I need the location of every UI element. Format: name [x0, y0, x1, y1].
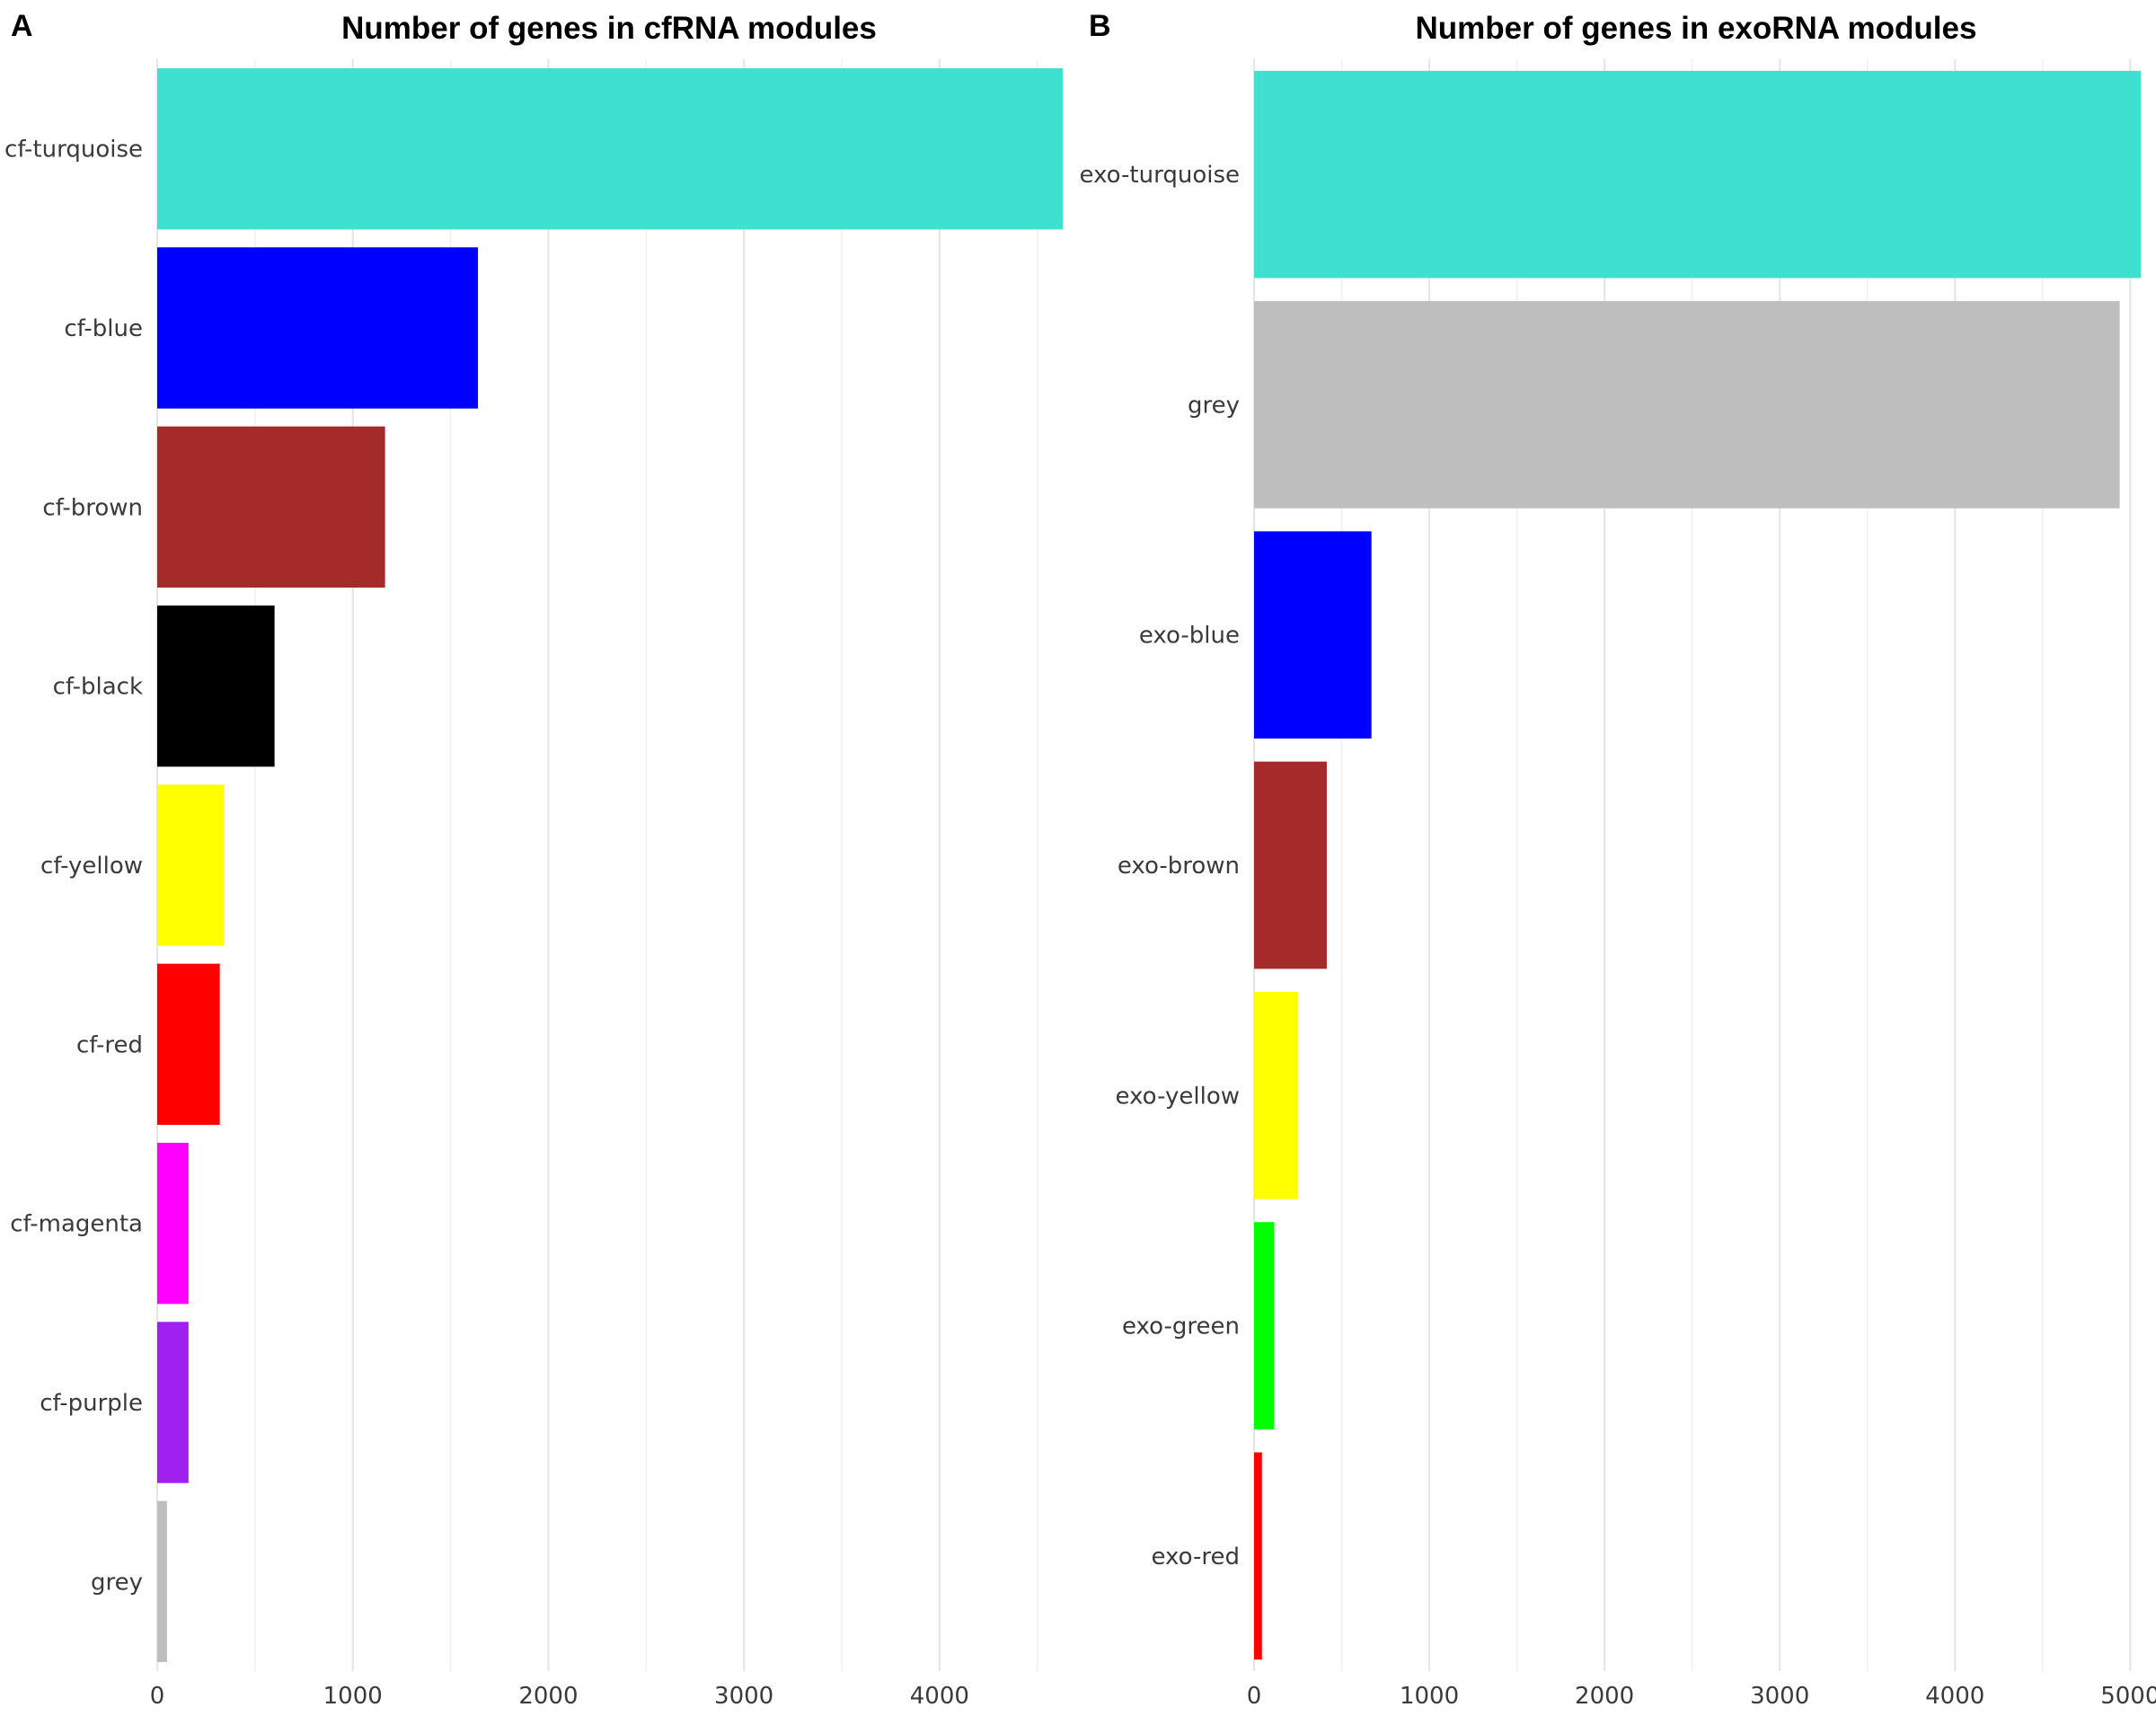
panel-label: B [1089, 9, 1111, 43]
x-tick-label: 2000 [518, 1683, 578, 1710]
category-label: exo-yellow [1116, 1083, 1240, 1110]
bar-exo-brown [1254, 761, 1327, 969]
bar-cf-black [157, 605, 275, 767]
x-tick-label: 3000 [714, 1683, 773, 1710]
bar-cf-red [157, 963, 220, 1126]
category-label: exo-red [1151, 1544, 1240, 1570]
bar-cf-magenta [157, 1142, 189, 1305]
chart-cfrna-modules: A Number of genes in cfRNA modules cf-tu… [4, 9, 1063, 1710]
bar-exo-green [1254, 1222, 1275, 1429]
category-label: cf-red [76, 1031, 143, 1058]
x-tick-label: 2000 [1575, 1683, 1634, 1710]
x-tick-label: 5000 [2100, 1683, 2156, 1710]
x-tick-label: 1000 [323, 1683, 383, 1710]
bar-cf-turquoise [157, 67, 1063, 230]
category-label: cf-yellow [40, 853, 143, 880]
x-tick-label: 0 [150, 1683, 165, 1710]
category-label: exo-turquoise [1080, 162, 1240, 189]
category-label: exo-green [1122, 1314, 1240, 1340]
bar-cf-yellow [157, 784, 225, 946]
x-tick-label: 1000 [1400, 1683, 1459, 1710]
bar-cf-blue [157, 247, 479, 409]
category-label: cf-brown [42, 494, 143, 521]
category-label: cf-turquoise [4, 137, 143, 164]
category-label: cf-blue [64, 315, 143, 342]
category-label: cf-magenta [10, 1211, 143, 1238]
panel-b: B Number of genes in exoRNA modules exo-… [1078, 0, 2156, 1725]
bar-cf-brown [157, 426, 385, 588]
category-label: grey [1188, 392, 1240, 419]
category-label: cf-black [53, 674, 143, 701]
bar-cf-purple [157, 1322, 189, 1483]
x-tick-label: 0 [1247, 1683, 1262, 1710]
bar-exo-red [1254, 1452, 1262, 1660]
panel-label: A [11, 9, 33, 43]
bar-grey [1254, 301, 2120, 509]
chart-exorna-modules: B Number of genes in exoRNA modules exo-… [1080, 9, 2156, 1710]
panel-a: A Number of genes in cfRNA modules cf-tu… [4, 9, 1063, 1710]
category-label: cf-purple [40, 1390, 143, 1417]
bar-exo-blue [1254, 531, 1372, 739]
bar-exo-turquoise [1254, 70, 2141, 279]
x-tick-label: 3000 [1750, 1683, 1809, 1710]
category-label: exo-blue [1139, 623, 1240, 650]
x-tick-label: 4000 [1925, 1683, 1984, 1710]
category-label: grey [91, 1569, 143, 1596]
x-tick-label: 4000 [910, 1683, 969, 1710]
chart-title: Number of genes in cfRNA modules [341, 11, 877, 46]
bar-exo-yellow [1254, 991, 1298, 1199]
chart-title: Number of genes in exoRNA modules [1416, 11, 1977, 46]
bar-grey [157, 1500, 167, 1663]
category-label: exo-brown [1118, 853, 1240, 880]
